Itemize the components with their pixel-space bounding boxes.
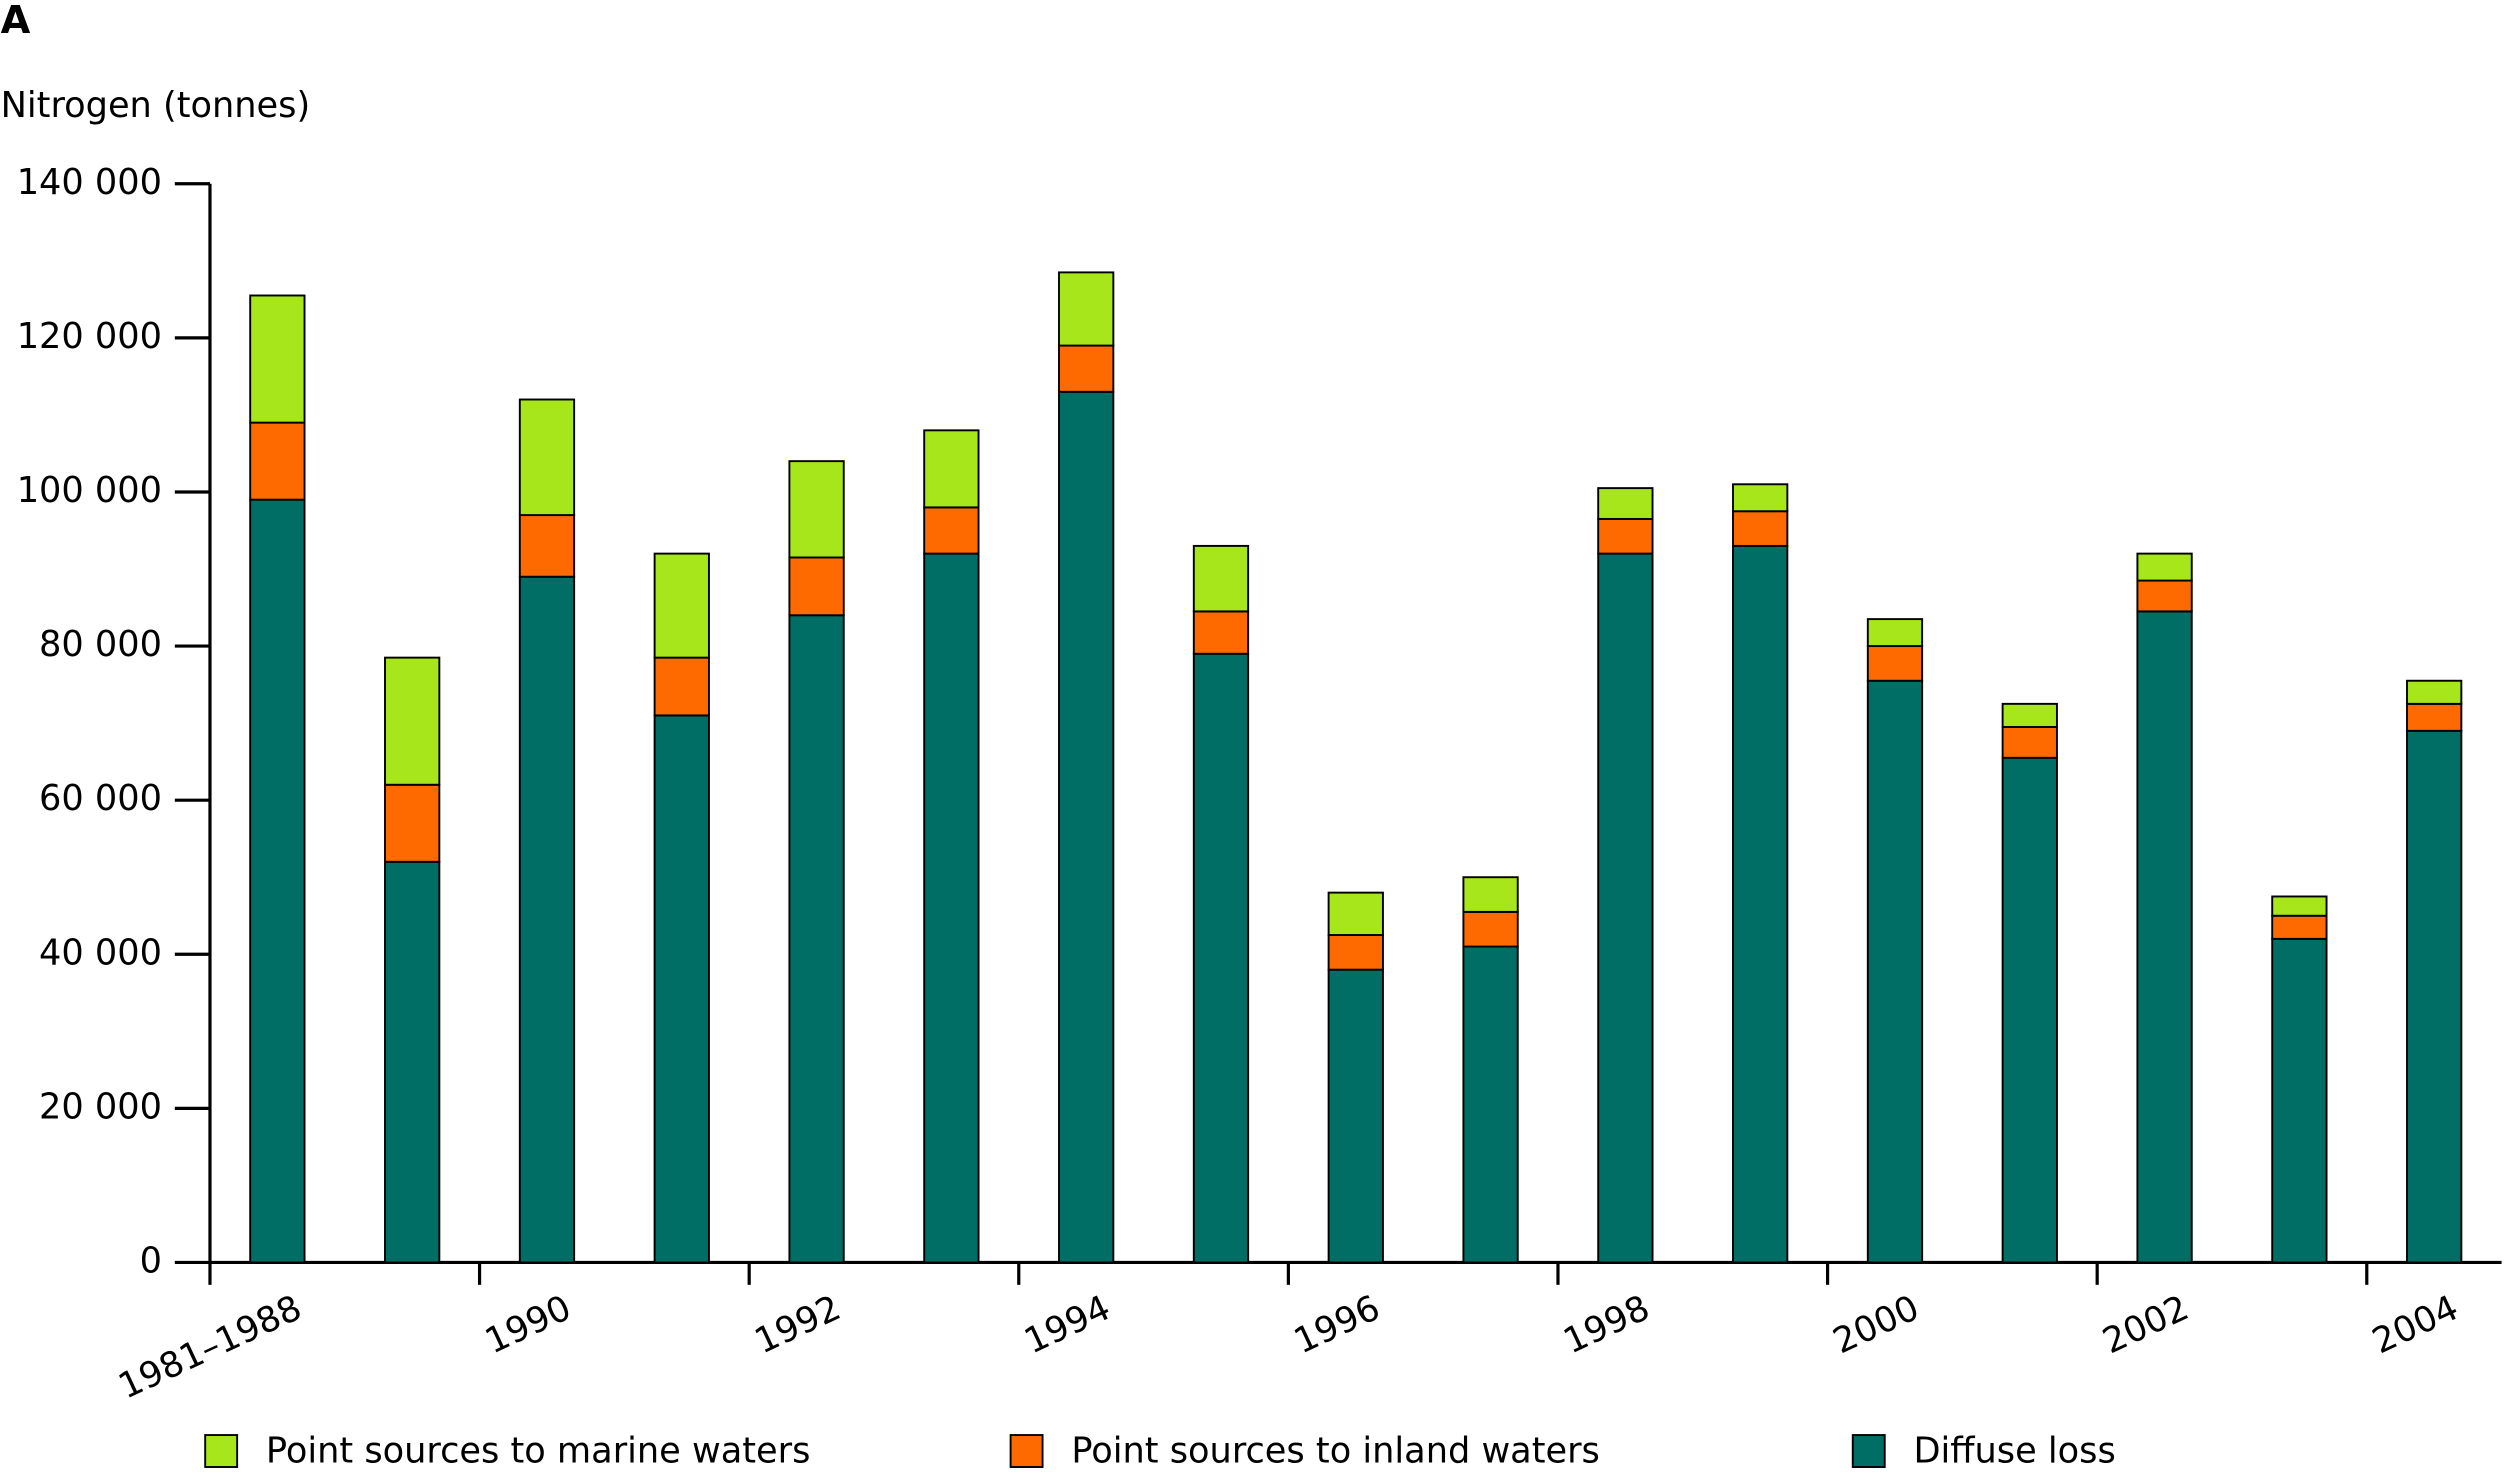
y-axis-label: Nitrogen (tonnes)	[1, 85, 311, 126]
legend-label: Point sources to marine waters	[266, 1431, 811, 1472]
panel-label: A	[1, 0, 31, 43]
bar-segment	[1866, 679, 1924, 1264]
bar-segment	[249, 421, 306, 501]
bar-segment	[2001, 702, 2058, 728]
y-tick-label: 40 000	[39, 932, 162, 973]
y-tick-label: 0	[140, 1240, 162, 1281]
bar-segment	[1732, 483, 1789, 513]
bar-segment	[923, 552, 980, 1264]
legend-label: Diffuse loss	[1913, 1431, 2115, 1472]
x-tick-label: 1981–1988	[112, 1287, 307, 1407]
x-tick-label: 2000	[1827, 1287, 1925, 1362]
bar-segment	[2406, 702, 2463, 732]
bar-segment	[2136, 552, 2193, 582]
bar-segment	[249, 498, 306, 1264]
bar-segment	[518, 398, 576, 517]
y-tick-label: 100 000	[17, 470, 162, 511]
legend-label: Point sources to inland waters	[1071, 1431, 1600, 1472]
bar-segment	[923, 506, 980, 555]
bar-segment	[1192, 544, 1250, 613]
x-tick-label: 1992	[749, 1287, 847, 1362]
x-tick-label: 1994	[1018, 1287, 1116, 1362]
bar-segment	[653, 714, 710, 1264]
bar-segment	[384, 656, 441, 786]
bar-segment	[1192, 610, 1250, 655]
bar-segment	[2406, 729, 2463, 1264]
bar-segment	[788, 614, 845, 1264]
bar-segment	[1327, 934, 1384, 971]
bar-segment	[1462, 945, 1519, 1264]
bar-segment	[1058, 271, 1115, 347]
bar-segment	[2001, 726, 2058, 759]
bar-segment	[249, 294, 306, 424]
bar-segment	[2136, 610, 2193, 1264]
x-tick-label: 1990	[479, 1287, 577, 1362]
bar-segment	[2271, 914, 2328, 940]
bar-segment	[1327, 968, 1384, 1264]
bar-segment	[2271, 937, 2328, 1264]
bar-segment	[1058, 390, 1115, 1264]
bar-segment	[384, 860, 441, 1264]
y-tick-label: 80 000	[39, 624, 162, 665]
bar-segment	[1462, 910, 1519, 948]
bar-segment	[1866, 618, 1924, 648]
bar-segment	[653, 552, 710, 659]
y-tick-label: 60 000	[39, 778, 162, 819]
bar-segment	[2001, 756, 2058, 1264]
bar-segment	[1597, 487, 1654, 520]
y-tick-label: 20 000	[39, 1086, 162, 1127]
legend-swatch	[204, 1434, 239, 1468]
bar-segment	[1732, 544, 1789, 1264]
bar-segment	[2271, 895, 2328, 917]
legend-swatch	[1851, 1434, 1886, 1468]
x-tick-label: 1996	[1288, 1287, 1386, 1362]
legend-swatch	[1009, 1434, 1044, 1468]
x-tick-label: 2002	[2097, 1287, 2195, 1362]
bar-segment	[1327, 891, 1384, 936]
bar-segment	[2136, 579, 2193, 613]
bar-segment	[384, 783, 441, 863]
bar-segment	[1866, 645, 1924, 682]
y-tick-label: 120 000	[17, 316, 162, 357]
y-tick-label: 140 000	[17, 162, 162, 203]
bar-segment	[1732, 510, 1789, 547]
x-tick-label: 1998	[1557, 1287, 1655, 1362]
bar-segment	[788, 460, 845, 559]
bar-segment	[518, 514, 576, 578]
bar-segment	[653, 656, 710, 717]
bar-segment	[1597, 517, 1654, 555]
bar-segment	[1192, 652, 1250, 1264]
x-tick-label: 2004	[2366, 1287, 2464, 1362]
bar-segment	[923, 429, 980, 509]
bar-segment	[1462, 876, 1519, 913]
bar-segment	[1597, 552, 1654, 1264]
bar-segment	[788, 556, 845, 617]
bar-segment	[2406, 679, 2463, 705]
bar-segment	[518, 575, 576, 1264]
bar-segment	[1058, 344, 1115, 393]
